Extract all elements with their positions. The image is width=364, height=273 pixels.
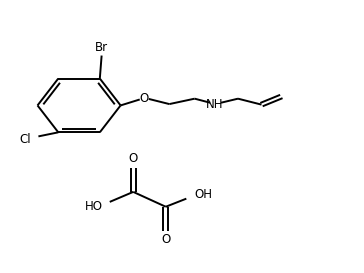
Text: O: O [161, 233, 170, 246]
Text: O: O [139, 92, 149, 105]
Text: Br: Br [95, 41, 108, 54]
Text: NH: NH [206, 98, 223, 111]
Text: O: O [128, 152, 138, 165]
Text: OH: OH [194, 188, 212, 201]
Text: Cl: Cl [20, 133, 31, 146]
Text: HO: HO [84, 200, 103, 213]
